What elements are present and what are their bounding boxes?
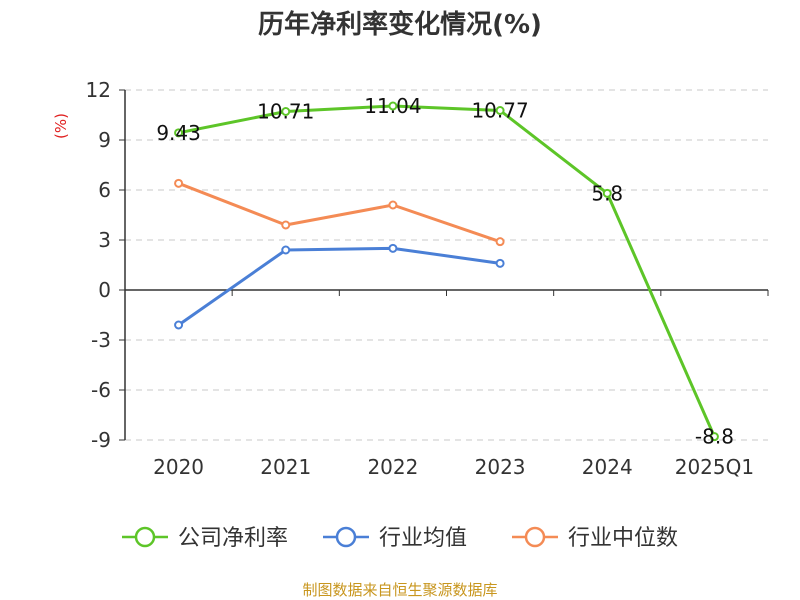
x-tick-label: 2020	[153, 455, 204, 479]
series-line-1	[177, 246, 501, 327]
y-tick-label: -9	[91, 428, 111, 452]
data-point[interactable]	[281, 107, 291, 116]
legend-item-2[interactable]: 行业中位数	[512, 526, 678, 551]
x-tick-label: 2021	[260, 455, 311, 479]
x-tick-label: 2022	[367, 455, 418, 479]
y-tick-label: -3	[91, 328, 111, 352]
axes: 12 9 6 3 0 -3 -6 -9 2020 2021 2022 2023 2024 2025Q1	[86, 78, 769, 479]
legend-item-1[interactable]: 行业均值	[323, 526, 467, 551]
data-label: 9.43	[156, 121, 201, 145]
chart-title: 历年净利率变化情况(%)	[258, 9, 542, 40]
data-label: 11.04	[364, 94, 421, 118]
data-point[interactable]	[495, 237, 505, 247]
data-point[interactable]	[388, 243, 398, 253]
data-point[interactable]	[174, 320, 184, 330]
legend-marker-icon	[335, 526, 357, 548]
data-labels: 9.43 10.71 11.04 10.77 5.8 -8.8	[156, 94, 734, 449]
legend-label: 公司净利率	[178, 526, 288, 551]
data-point[interactable]	[602, 188, 612, 198]
data-label: 10.77	[471, 99, 528, 123]
x-tick-label: 2024	[582, 455, 633, 479]
y-axis-unit-label: (%)	[52, 113, 70, 139]
legend-label: 行业中位数	[568, 526, 678, 551]
legend-marker-icon	[134, 526, 156, 548]
legend-label: 行业均值	[379, 526, 467, 551]
data-series	[174, 101, 719, 442]
source-note: 制图数据来自恒生聚源数据库	[302, 581, 497, 599]
x-tick-label: 2025Q1	[675, 455, 754, 479]
x-tick-label: 2023	[475, 455, 526, 479]
legend[interactable]: 公司净利率 行业均值 行业中位数	[122, 526, 678, 551]
data-label: 5.8	[591, 181, 623, 205]
data-point[interactable]	[281, 220, 291, 230]
series-line-0	[178, 104, 716, 438]
data-point[interactable]	[495, 258, 505, 268]
series-line-2	[178, 181, 501, 244]
y-tick-label: 3	[98, 228, 111, 252]
data-point[interactable]	[388, 101, 398, 111]
y-tick-label: 6	[98, 178, 111, 202]
y-tick-label: 0	[98, 278, 111, 302]
legend-item-0[interactable]: 公司净利率	[122, 526, 288, 551]
data-point[interactable]	[174, 178, 184, 188]
y-tick-label: 12	[86, 78, 111, 102]
legend-marker-icon	[524, 526, 546, 548]
data-point[interactable]	[281, 245, 291, 255]
data-point[interactable]	[388, 200, 398, 210]
data-label: -8.8	[695, 425, 734, 449]
data-point[interactable]	[174, 128, 184, 138]
data-label: 10.71	[257, 100, 314, 124]
data-point[interactable]	[495, 106, 505, 115]
grid-lines	[125, 89, 768, 441]
y-tick-label: -6	[91, 378, 111, 402]
y-tick-label: 9	[98, 128, 111, 152]
data-point[interactable]	[709, 432, 719, 442]
